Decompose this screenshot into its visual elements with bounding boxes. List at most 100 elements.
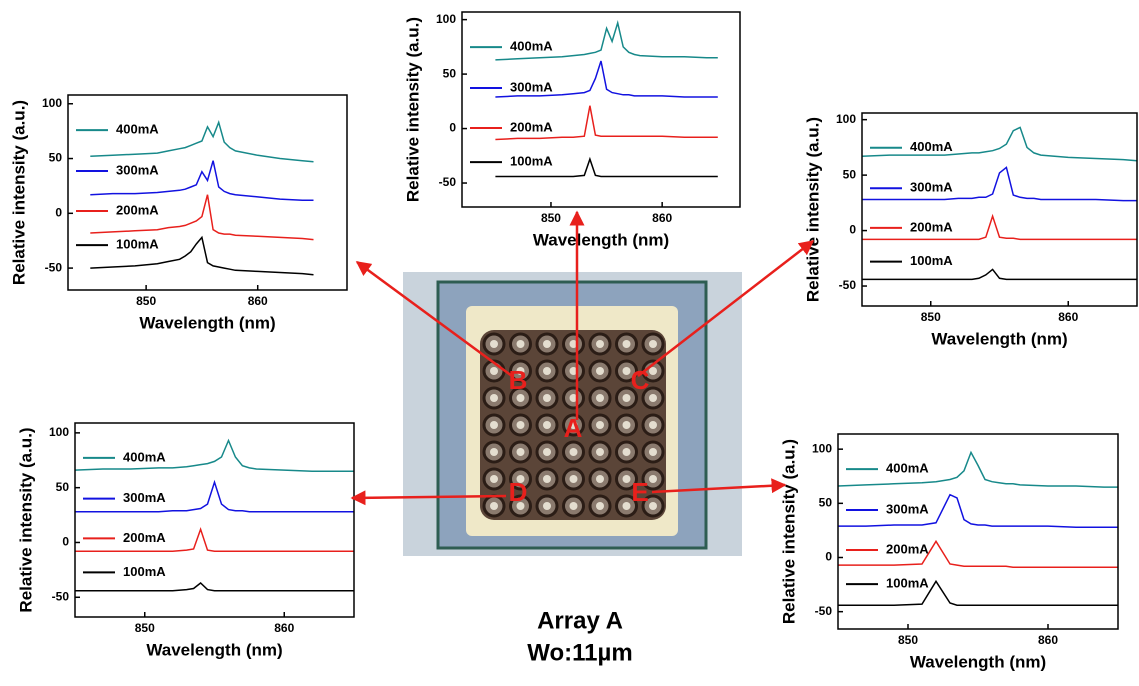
arrows [350, 210, 815, 506]
y-tick-label: -50 [815, 604, 833, 618]
spectrum-line [90, 120, 314, 163]
x-tick-label: 850 [898, 633, 918, 647]
x-axis-label: Wavelength (nm) [910, 652, 1046, 671]
aperture [649, 421, 657, 429]
legend-label: 100mA [116, 237, 159, 252]
arrow [637, 240, 815, 377]
plot-frame [67, 94, 348, 291]
aperture [516, 475, 525, 483]
x-axis-label: Wavelength (nm) [139, 313, 275, 332]
y-tick-label: 50 [56, 480, 70, 494]
aperture [516, 367, 525, 375]
y-tick-label: -50 [52, 589, 70, 603]
spectrum-line [90, 194, 314, 241]
y-axis-label: Relative intensity (a.u.) [403, 17, 422, 202]
legend-label: 100mA [910, 253, 953, 268]
aperture [569, 340, 578, 348]
spectrum-line [838, 493, 1118, 528]
x-tick-label: 860 [1038, 633, 1058, 647]
legend-label: 400mA [123, 449, 166, 464]
emitter-grid [482, 332, 665, 518]
legend-label: 200mA [116, 202, 159, 217]
x-axis-label: Wavelength (nm) [146, 640, 282, 659]
arrow [651, 478, 787, 494]
chart: 400mA 300mA 200mA 100mA 850 860 -50 0 50 100 Wavel… [9, 94, 348, 332]
aperture [516, 448, 525, 456]
plot-frame [461, 11, 741, 208]
spectrum-line [75, 479, 354, 513]
y-tick-label: 50 [49, 151, 63, 165]
aperture [649, 394, 657, 402]
aperture [543, 394, 551, 402]
photo-label: E [631, 477, 648, 507]
x-tick-label: 850 [541, 211, 561, 225]
aperture [490, 421, 498, 429]
y-tick-label: 100 [812, 441, 832, 455]
x-axis-label: Wavelength (nm) [931, 329, 1067, 348]
aperture [490, 394, 498, 402]
legend-label: 200mA [510, 119, 553, 134]
legend-label: 100mA [886, 576, 929, 591]
plot-frame [74, 422, 355, 618]
legend-label: 400mA [886, 461, 929, 476]
aperture [490, 448, 498, 456]
aperture [649, 340, 657, 348]
spectrum-line [495, 105, 718, 141]
photo-label: A [564, 413, 583, 443]
y-tick-label: 100 [49, 425, 69, 439]
aperture [516, 421, 525, 429]
chart: 400mA 300mA 200mA 100mA 850 860 -50 0 50 100 Wavel… [803, 112, 1138, 348]
aperture [649, 502, 657, 510]
x-tick-label: 860 [248, 294, 268, 308]
aperture [596, 367, 604, 375]
x-axis-label: Wavelength (nm) [533, 230, 669, 249]
spectrum-line [75, 582, 354, 592]
spectrum-line [75, 526, 354, 552]
arrow [355, 260, 513, 378]
legend-label: 400mA [116, 122, 159, 137]
plot-frame [837, 433, 1119, 630]
y-tick-label: -50 [45, 260, 63, 274]
spectrum-line [862, 166, 1137, 202]
y-axis-label: Relative intensity (a.u.) [803, 117, 822, 302]
y-tick-label: 0 [62, 535, 69, 549]
plot-frame [861, 112, 1138, 307]
aperture [490, 367, 498, 375]
aperture [490, 340, 498, 348]
aperture [622, 502, 631, 510]
photo-label: B [509, 365, 528, 395]
y-tick-label: -50 [839, 278, 857, 292]
y-tick-label: 50 [843, 167, 857, 181]
aperture [649, 448, 657, 456]
y-axis-label: Relative intensity (a.u.) [9, 100, 28, 285]
x-tick-label: 860 [1058, 310, 1078, 324]
spectrum-line [838, 539, 1118, 569]
spectrum-line [861, 126, 1138, 162]
caption-subtitle: Wo:11µm [527, 639, 632, 666]
aperture [596, 502, 604, 510]
aperture [569, 394, 578, 402]
spectrum-line [90, 160, 314, 201]
aperture [569, 475, 578, 483]
spectrum-line [495, 156, 718, 178]
y-tick-label: 0 [55, 205, 62, 219]
photo-label: D [509, 477, 528, 507]
x-tick-label: 850 [921, 310, 941, 324]
aperture [569, 448, 578, 456]
spectrum-line [90, 235, 314, 276]
y-tick-label: 0 [849, 223, 856, 237]
caption-title: Array A [537, 607, 623, 634]
legend-label: 100mA [123, 564, 166, 579]
spectrum-line [862, 213, 1137, 241]
aperture [622, 394, 631, 402]
y-tick-label: 0 [449, 121, 456, 135]
aperture [516, 502, 525, 510]
legend-label: 300mA [886, 501, 929, 516]
y-tick-label: 100 [836, 112, 856, 126]
legend-label: 300mA [510, 79, 553, 94]
photo-label: C [631, 365, 650, 395]
y-tick-label: 100 [42, 96, 62, 110]
aperture [649, 367, 657, 375]
chart: 400mA 300mA 200mA 100mA 850 860 -50 0 50 100 Wavel… [403, 11, 741, 249]
aperture [622, 367, 631, 375]
